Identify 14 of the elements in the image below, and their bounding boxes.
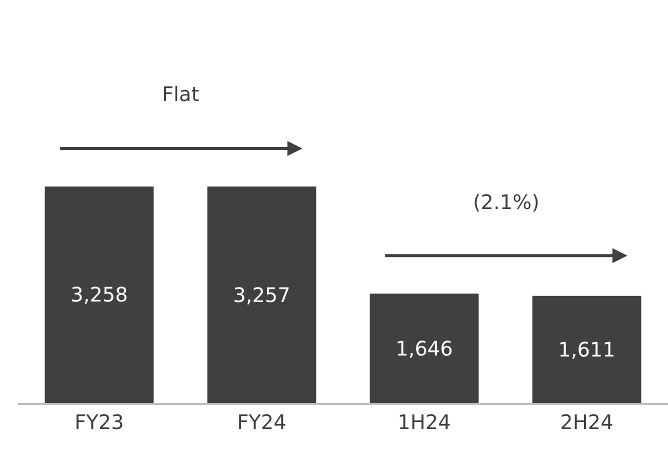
text: Flat xyxy=(162,82,200,106)
x-tick-label: FY24 xyxy=(237,410,286,434)
data-label: 3,257 xyxy=(233,282,290,307)
annotation: (2.1%) xyxy=(473,190,540,214)
data-label: 1,646 xyxy=(396,336,453,360)
x-tick-label: FY23 xyxy=(74,410,124,434)
bar xyxy=(370,294,479,403)
data-label: 3,258 xyxy=(70,282,128,307)
bar xyxy=(207,186,316,403)
x-tick-label: 2H24 xyxy=(560,410,614,434)
x-tick-label: 1H24 xyxy=(398,410,451,434)
bar xyxy=(532,296,642,403)
bar xyxy=(44,186,154,403)
data-label: 1,611 xyxy=(558,337,616,362)
